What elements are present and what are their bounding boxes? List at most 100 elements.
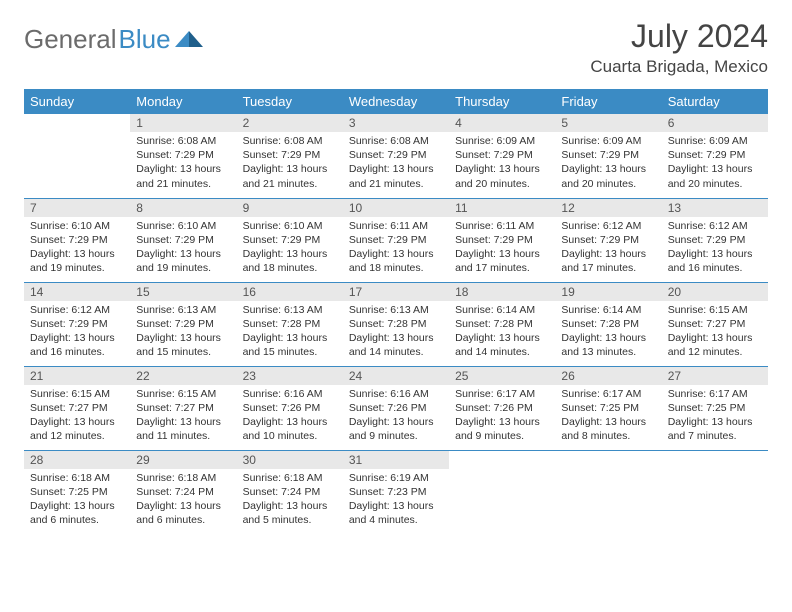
calendar-day-cell: 28Sunrise: 6:18 AMSunset: 7:25 PMDayligh…	[24, 450, 130, 534]
month-title: July 2024	[590, 18, 768, 55]
sunrise-text: Sunrise: 6:10 AM	[30, 219, 124, 233]
sunrise-text: Sunrise: 6:19 AM	[349, 471, 443, 485]
calendar-day-cell: 18Sunrise: 6:14 AMSunset: 7:28 PMDayligh…	[449, 282, 555, 366]
calendar-day-cell: 3Sunrise: 6:08 AMSunset: 7:29 PMDaylight…	[343, 114, 449, 198]
day-body: Sunrise: 6:14 AMSunset: 7:28 PMDaylight:…	[449, 301, 555, 364]
calendar-week-row: 21Sunrise: 6:15 AMSunset: 7:27 PMDayligh…	[24, 366, 768, 450]
sunset-text: Sunset: 7:29 PM	[243, 233, 337, 247]
sunset-text: Sunset: 7:29 PM	[561, 233, 655, 247]
day-body: Sunrise: 6:08 AMSunset: 7:29 PMDaylight:…	[130, 132, 236, 195]
sunrise-text: Sunrise: 6:14 AM	[455, 303, 549, 317]
day-body: Sunrise: 6:09 AMSunset: 7:29 PMDaylight:…	[555, 132, 661, 195]
day-body: Sunrise: 6:10 AMSunset: 7:29 PMDaylight:…	[130, 217, 236, 280]
daylight-text: Daylight: 13 hours and 18 minutes.	[243, 247, 337, 275]
daylight-text: Daylight: 13 hours and 20 minutes.	[561, 162, 655, 190]
sunrise-text: Sunrise: 6:11 AM	[455, 219, 549, 233]
day-body: Sunrise: 6:08 AMSunset: 7:29 PMDaylight:…	[237, 132, 343, 195]
calendar-day-cell: 17Sunrise: 6:13 AMSunset: 7:28 PMDayligh…	[343, 282, 449, 366]
daylight-text: Daylight: 13 hours and 6 minutes.	[136, 499, 230, 527]
daylight-text: Daylight: 13 hours and 19 minutes.	[136, 247, 230, 275]
brand-part2: Blue	[119, 24, 171, 55]
calendar-day-cell: 12Sunrise: 6:12 AMSunset: 7:29 PMDayligh…	[555, 198, 661, 282]
sunrise-text: Sunrise: 6:13 AM	[243, 303, 337, 317]
day-body: Sunrise: 6:09 AMSunset: 7:29 PMDaylight:…	[662, 132, 768, 195]
day-number: 2	[237, 114, 343, 132]
calendar-week-row: 1Sunrise: 6:08 AMSunset: 7:29 PMDaylight…	[24, 114, 768, 198]
sunrise-text: Sunrise: 6:09 AM	[668, 134, 762, 148]
day-number: 17	[343, 283, 449, 301]
calendar-day-cell: 11Sunrise: 6:11 AMSunset: 7:29 PMDayligh…	[449, 198, 555, 282]
daylight-text: Daylight: 13 hours and 16 minutes.	[668, 247, 762, 275]
day-number: 28	[24, 451, 130, 469]
sunrise-text: Sunrise: 6:13 AM	[349, 303, 443, 317]
calendar-day-cell: 8Sunrise: 6:10 AMSunset: 7:29 PMDaylight…	[130, 198, 236, 282]
sunset-text: Sunset: 7:25 PM	[30, 485, 124, 499]
sunset-text: Sunset: 7:28 PM	[243, 317, 337, 331]
day-number: 7	[24, 199, 130, 217]
sunset-text: Sunset: 7:28 PM	[561, 317, 655, 331]
daylight-text: Daylight: 13 hours and 7 minutes.	[668, 415, 762, 443]
day-number: 26	[555, 367, 661, 385]
daylight-text: Daylight: 13 hours and 16 minutes.	[30, 331, 124, 359]
daylight-text: Daylight: 13 hours and 11 minutes.	[136, 415, 230, 443]
sunset-text: Sunset: 7:29 PM	[136, 233, 230, 247]
sunset-text: Sunset: 7:29 PM	[349, 148, 443, 162]
calendar-day-cell: 24Sunrise: 6:16 AMSunset: 7:26 PMDayligh…	[343, 366, 449, 450]
day-body: Sunrise: 6:16 AMSunset: 7:26 PMDaylight:…	[343, 385, 449, 448]
day-body: Sunrise: 6:17 AMSunset: 7:26 PMDaylight:…	[449, 385, 555, 448]
calendar-day-cell: 7Sunrise: 6:10 AMSunset: 7:29 PMDaylight…	[24, 198, 130, 282]
sunrise-text: Sunrise: 6:14 AM	[561, 303, 655, 317]
daylight-text: Daylight: 13 hours and 14 minutes.	[455, 331, 549, 359]
sunset-text: Sunset: 7:29 PM	[455, 148, 549, 162]
daylight-text: Daylight: 13 hours and 17 minutes.	[455, 247, 549, 275]
calendar-day-cell: 15Sunrise: 6:13 AMSunset: 7:29 PMDayligh…	[130, 282, 236, 366]
daylight-text: Daylight: 13 hours and 12 minutes.	[30, 415, 124, 443]
sunset-text: Sunset: 7:27 PM	[136, 401, 230, 415]
day-body: Sunrise: 6:10 AMSunset: 7:29 PMDaylight:…	[237, 217, 343, 280]
header: GeneralBlue July 2024 Cuarta Brigada, Me…	[24, 18, 768, 77]
calendar-day-cell: 25Sunrise: 6:17 AMSunset: 7:26 PMDayligh…	[449, 366, 555, 450]
sunset-text: Sunset: 7:25 PM	[668, 401, 762, 415]
daylight-text: Daylight: 13 hours and 9 minutes.	[455, 415, 549, 443]
day-number: 3	[343, 114, 449, 132]
day-body: Sunrise: 6:12 AMSunset: 7:29 PMDaylight:…	[24, 301, 130, 364]
day-number: 30	[237, 451, 343, 469]
daylight-text: Daylight: 13 hours and 21 minutes.	[136, 162, 230, 190]
day-number: 1	[130, 114, 236, 132]
sunrise-text: Sunrise: 6:16 AM	[243, 387, 337, 401]
calendar-day-cell: 5Sunrise: 6:09 AMSunset: 7:29 PMDaylight…	[555, 114, 661, 198]
sunrise-text: Sunrise: 6:08 AM	[136, 134, 230, 148]
day-number: 12	[555, 199, 661, 217]
calendar-day-cell: 9Sunrise: 6:10 AMSunset: 7:29 PMDaylight…	[237, 198, 343, 282]
calendar-day-cell: 13Sunrise: 6:12 AMSunset: 7:29 PMDayligh…	[662, 198, 768, 282]
day-body: Sunrise: 6:15 AMSunset: 7:27 PMDaylight:…	[662, 301, 768, 364]
day-body: Sunrise: 6:14 AMSunset: 7:28 PMDaylight:…	[555, 301, 661, 364]
sunset-text: Sunset: 7:29 PM	[30, 317, 124, 331]
sunrise-text: Sunrise: 6:12 AM	[30, 303, 124, 317]
sunset-text: Sunset: 7:29 PM	[30, 233, 124, 247]
sunrise-text: Sunrise: 6:09 AM	[455, 134, 549, 148]
calendar-day-cell	[555, 450, 661, 534]
day-body: Sunrise: 6:13 AMSunset: 7:28 PMDaylight:…	[237, 301, 343, 364]
daylight-text: Daylight: 13 hours and 20 minutes.	[668, 162, 762, 190]
sunrise-text: Sunrise: 6:17 AM	[668, 387, 762, 401]
daylight-text: Daylight: 13 hours and 9 minutes.	[349, 415, 443, 443]
calendar-day-cell: 23Sunrise: 6:16 AMSunset: 7:26 PMDayligh…	[237, 366, 343, 450]
calendar-week-row: 28Sunrise: 6:18 AMSunset: 7:25 PMDayligh…	[24, 450, 768, 534]
calendar-day-cell: 29Sunrise: 6:18 AMSunset: 7:24 PMDayligh…	[130, 450, 236, 534]
sunrise-text: Sunrise: 6:16 AM	[349, 387, 443, 401]
sunset-text: Sunset: 7:27 PM	[30, 401, 124, 415]
calendar-week-row: 14Sunrise: 6:12 AMSunset: 7:29 PMDayligh…	[24, 282, 768, 366]
weekday-header: Thursday	[449, 89, 555, 114]
day-number: 9	[237, 199, 343, 217]
sunset-text: Sunset: 7:25 PM	[561, 401, 655, 415]
day-number: 24	[343, 367, 449, 385]
day-body: Sunrise: 6:11 AMSunset: 7:29 PMDaylight:…	[343, 217, 449, 280]
day-number: 5	[555, 114, 661, 132]
day-number: 25	[449, 367, 555, 385]
sunrise-text: Sunrise: 6:10 AM	[243, 219, 337, 233]
day-body: Sunrise: 6:15 AMSunset: 7:27 PMDaylight:…	[130, 385, 236, 448]
daylight-text: Daylight: 13 hours and 15 minutes.	[243, 331, 337, 359]
day-number: 29	[130, 451, 236, 469]
day-number: 14	[24, 283, 130, 301]
